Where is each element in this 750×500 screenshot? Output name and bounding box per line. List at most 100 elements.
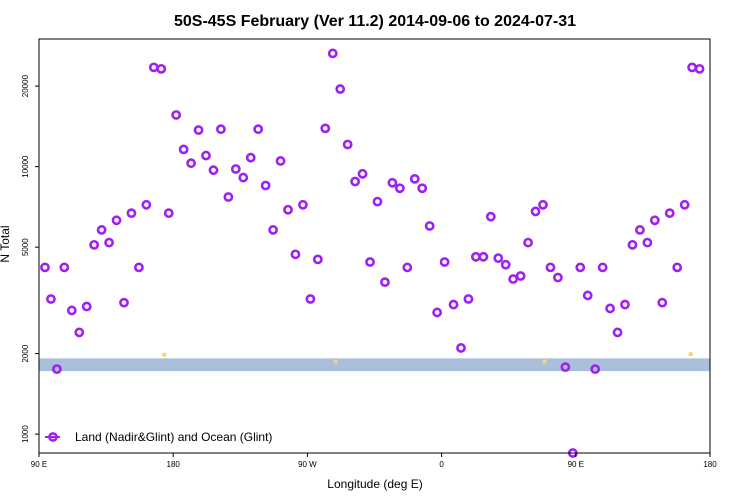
data-point	[163, 208, 174, 219]
data-point	[335, 84, 346, 94]
data-point	[96, 225, 107, 235]
data-point	[171, 110, 182, 120]
data-point	[365, 257, 375, 267]
data-point	[156, 63, 167, 74]
data-point	[605, 303, 615, 314]
data-point	[456, 343, 466, 353]
data-point	[141, 199, 152, 210]
data-point	[111, 215, 122, 226]
data-point	[560, 362, 571, 373]
data-point	[283, 204, 293, 215]
data-point	[290, 249, 301, 260]
data-point	[275, 156, 286, 166]
small-marker	[333, 359, 338, 364]
data-point	[119, 297, 129, 308]
data-point	[402, 262, 413, 273]
data-point	[545, 262, 556, 273]
data-point	[582, 290, 593, 301]
data-point	[463, 294, 474, 304]
data-point	[350, 176, 361, 187]
reference-band	[39, 358, 710, 372]
data-point	[216, 124, 226, 135]
data-point	[515, 271, 526, 281]
chart-title: 50S-45S February (Ver 11.2) 2014-09-06 t…	[174, 13, 576, 30]
data-point	[298, 199, 308, 210]
data-point	[66, 305, 77, 316]
data-point	[448, 299, 459, 310]
data-point	[357, 168, 368, 179]
data-point	[679, 199, 690, 210]
data-point	[493, 253, 504, 264]
y-axis-label: N Total	[0, 225, 12, 262]
data-point	[327, 48, 338, 59]
data-point	[380, 277, 390, 288]
data-point	[649, 215, 660, 226]
small-marker	[162, 352, 167, 357]
x-tick-label: 90 W	[298, 460, 317, 469]
data-point	[612, 327, 623, 338]
data-point	[417, 183, 428, 194]
data-point	[223, 192, 234, 202]
x-tick-label: 180	[703, 460, 717, 469]
data-point	[432, 307, 443, 318]
plot-frame	[38, 38, 711, 454]
x-tick-label: 90 E	[568, 460, 584, 469]
data-point	[342, 139, 353, 150]
data-point	[208, 165, 219, 176]
data-point	[394, 183, 405, 194]
data-point	[305, 294, 316, 304]
y-tick-label: 20000	[21, 74, 30, 97]
data-point	[268, 225, 279, 235]
data-point	[126, 208, 137, 219]
small-marker	[542, 359, 547, 364]
data-point	[439, 257, 450, 267]
data-point	[590, 364, 601, 375]
legend: Land (Nadir&Glint) and Ocean (Glint)	[45, 430, 272, 444]
data-point	[59, 262, 70, 273]
data-point	[575, 262, 586, 273]
data-point	[664, 208, 675, 219]
data-point	[409, 173, 420, 184]
x-tick-label: 0	[439, 460, 444, 469]
data-point	[312, 254, 323, 265]
plot-area: 90 E 180 90 W 0 90 E 180 1000 2000 5000 10000 2000…	[21, 38, 717, 469]
y-tick-label: 5000	[21, 238, 30, 256]
data-point	[500, 259, 511, 270]
data-point	[46, 294, 56, 304]
data-point	[672, 262, 683, 273]
data-point	[245, 152, 256, 163]
small-marker	[688, 351, 693, 357]
data-point	[253, 124, 264, 135]
legend-label: Land (Nadir&Glint) and Ocean (Glint)	[75, 430, 272, 444]
data-point	[104, 237, 114, 248]
data-point	[523, 237, 533, 248]
data-point	[597, 262, 608, 273]
data-point	[372, 196, 383, 207]
y-tick-label: 2000	[21, 344, 30, 362]
legend-marker	[48, 432, 58, 442]
data-point	[538, 199, 548, 210]
data-point	[81, 301, 92, 312]
data-point	[657, 297, 668, 308]
data-point	[201, 150, 211, 161]
data-point	[74, 327, 85, 338]
data-point	[186, 158, 196, 169]
data-point	[635, 225, 645, 235]
data-point	[553, 272, 563, 283]
data-point	[485, 211, 496, 222]
data-point	[238, 172, 249, 183]
y-tick-label: 1000	[21, 425, 30, 443]
data-point	[51, 364, 62, 375]
data-point	[320, 123, 331, 134]
data-point	[40, 262, 50, 273]
data-point	[134, 262, 144, 273]
data-point	[642, 237, 653, 248]
data-point	[230, 164, 241, 174]
data-point	[193, 125, 204, 135]
data-point	[424, 221, 435, 231]
data-point	[620, 299, 630, 310]
data-point	[530, 206, 541, 217]
data-point	[387, 177, 398, 188]
